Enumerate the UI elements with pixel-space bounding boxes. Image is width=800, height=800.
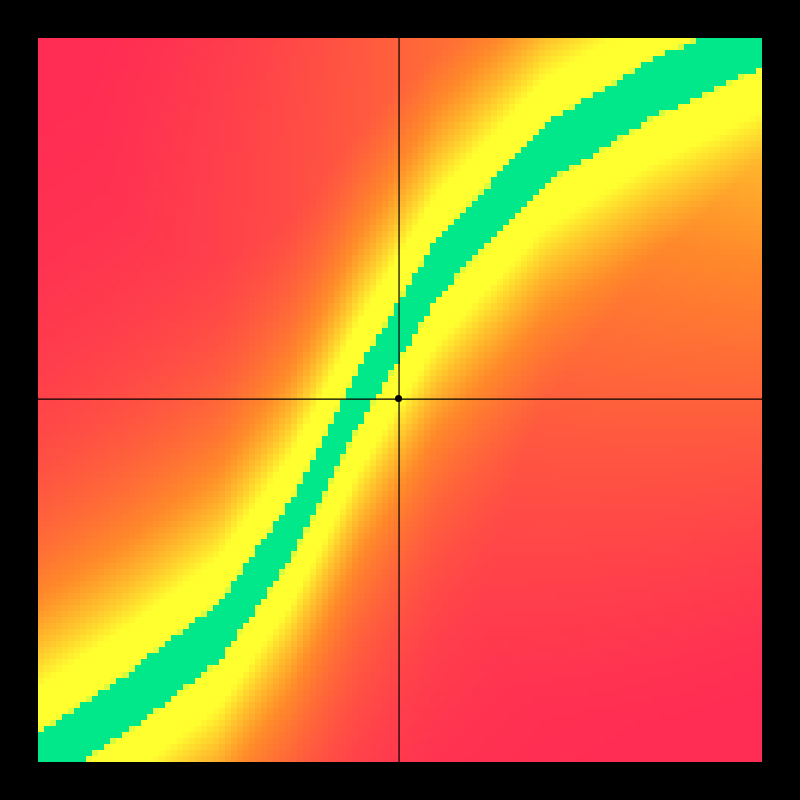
watermark-text: TheBottleneck.com bbox=[568, 8, 766, 34]
bottleneck-heatmap bbox=[0, 0, 800, 800]
chart-container: TheBottleneck.com bbox=[0, 0, 800, 800]
